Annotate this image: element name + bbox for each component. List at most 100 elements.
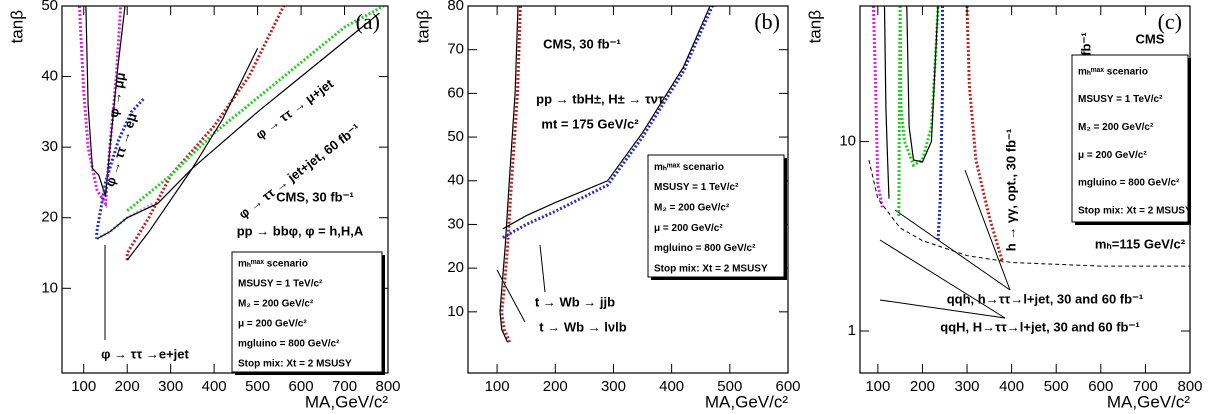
curve [95, 96, 146, 239]
y-tick-label: 10 [447, 303, 464, 320]
x-tick-label: 500 [1044, 378, 1069, 395]
arrow [894, 209, 1011, 291]
annotation: pp → bbφ, φ = h,H,A [237, 223, 364, 238]
x-tick-label: 700 [1133, 378, 1158, 395]
curve [883, 6, 890, 199]
curve [96, 202, 155, 241]
annotation: φ → ττ →e+jet [101, 346, 189, 361]
scenario-line: μ = 200 GeV/c² [238, 319, 307, 330]
scenario-line: μ = 200 GeV/c² [654, 223, 723, 234]
x-tick-label: 500 [245, 378, 270, 395]
scenario-box [1071, 54, 1189, 223]
y-tick-label: 60 [447, 84, 464, 101]
panel-label: (c) [1158, 9, 1182, 34]
y-tick-label: 50 [447, 128, 464, 145]
arrow [496, 269, 526, 323]
x-tick-label: 200 [115, 378, 140, 395]
y-tick-label: 20 [41, 209, 58, 226]
scenario-line: MSUSY = 1 TeV/c² [654, 182, 739, 193]
x-tick-label: 400 [659, 378, 684, 395]
scenario-line: M₂ = 200 GeV/c² [1078, 122, 1154, 133]
annotation: φ → ττ → jet+jet, 60 fb⁻¹ [236, 121, 363, 222]
scenario-line: Stop mix: Xt = 2 MSUSY [238, 359, 352, 370]
y-tick-label: 40 [41, 68, 58, 85]
frame [61, 5, 389, 374]
arrows [104, 169, 1011, 340]
annotation: t → Wb → lνlb [539, 319, 626, 334]
y-tick-label: 30 [41, 138, 58, 155]
scenario-line: mₕᵐᵃˣ scenario [238, 259, 308, 270]
x-tick-label: 800 [375, 378, 400, 395]
annotation: mt = 175 GeV/c² [541, 116, 639, 131]
y-axis-label: tanβ [805, 10, 824, 44]
annotation: qqH, H→ττ→l+jet, 30 and 60 fb⁻¹ [940, 319, 1139, 334]
x-tick-label: 200 [910, 378, 935, 395]
curve [502, 6, 711, 230]
x-tick-label: 100 [865, 378, 890, 395]
curve [898, 6, 940, 168]
curve [868, 159, 1190, 267]
x-tick-label: 300 [601, 378, 626, 395]
annotation: qqh, h→ττ→l+jet, 30 and 60 fb⁻¹ [947, 291, 1144, 306]
y-tick-label: 10 [41, 279, 58, 296]
y-axis-label: tanβ [413, 10, 432, 44]
annotation: h → γγ, opt., 30 fb⁻¹ [1003, 129, 1018, 251]
annotation: t → Wb → jjb [535, 294, 615, 309]
curve [85, 6, 126, 197]
scenario-line: Stop mix: Xt = 2 MSUSY [654, 264, 768, 275]
y-tick-label: 80 [447, 0, 464, 14]
curve [871, 6, 884, 208]
x-tick-label: 500 [717, 378, 742, 395]
x-tick-label: 100 [71, 378, 96, 395]
x-tick-label: 600 [1088, 378, 1113, 395]
x-tick-label: 800 [1177, 378, 1202, 395]
x-tick-label: 400 [202, 378, 227, 395]
scenario-line: mgluino = 800 GeV/c² [1078, 178, 1180, 189]
curve [906, 6, 939, 163]
scenario-box [231, 251, 383, 373]
x-tick-label: 600 [289, 378, 314, 395]
y-axis-label: tanβ [7, 10, 26, 44]
panel-label: (a) [356, 9, 380, 34]
x-tick-label: 100 [485, 378, 510, 395]
arrow [879, 239, 1006, 319]
y-tick-label: 40 [447, 172, 464, 189]
scenario-line: mgluino = 800 GeV/c² [238, 339, 340, 350]
annotation: φ → ττ → μ+jet [253, 76, 337, 143]
annotation: CMS, 30 fb⁻¹ [543, 36, 621, 51]
scenario-line: Stop mix: Xt = 2 MSUSY [1078, 206, 1192, 217]
y-tick-label: 70 [447, 41, 464, 58]
plot-area [868, 6, 1190, 267]
x-tick-label: 600 [775, 378, 800, 395]
curve [126, 12, 380, 261]
curve [499, 6, 519, 343]
arrow [539, 244, 546, 293]
plot-area [77, 6, 385, 261]
y-tick-label: 20 [447, 259, 464, 276]
scenario-box [647, 154, 785, 278]
scenario-line: M₂ = 200 GeV/c² [238, 299, 314, 310]
x-tick-label: 400 [999, 378, 1024, 395]
y-tick-label: 50 [41, 0, 58, 14]
x-tick-label: 300 [955, 378, 980, 395]
curve [936, 6, 944, 241]
frame [467, 5, 789, 374]
x-tick-label: 700 [332, 378, 357, 395]
x-axis-label: MA,GeV/c² [1107, 392, 1190, 411]
annotation: φ → ττ → eμ [102, 111, 140, 188]
annotation: CMS, 30 fb⁻¹ [276, 189, 354, 204]
annotation: CMS [1136, 31, 1165, 46]
scenario-line: mgluino = 800 GeV/c² [654, 243, 756, 254]
scenario-line: μ = 200 GeV/c² [1078, 150, 1147, 161]
annotation: mₕ=115 GeV/c² [1095, 236, 1186, 251]
curve [897, 6, 902, 218]
curve [126, 6, 385, 212]
annotation: pp → tbH±, H± → τντ [536, 91, 664, 106]
arrow [964, 169, 1011, 291]
curve [500, 6, 522, 344]
panel-label: (b) [754, 9, 780, 34]
x-tick-label: 300 [158, 378, 183, 395]
curve [96, 48, 259, 240]
y-tick-label: 1 [848, 322, 856, 339]
